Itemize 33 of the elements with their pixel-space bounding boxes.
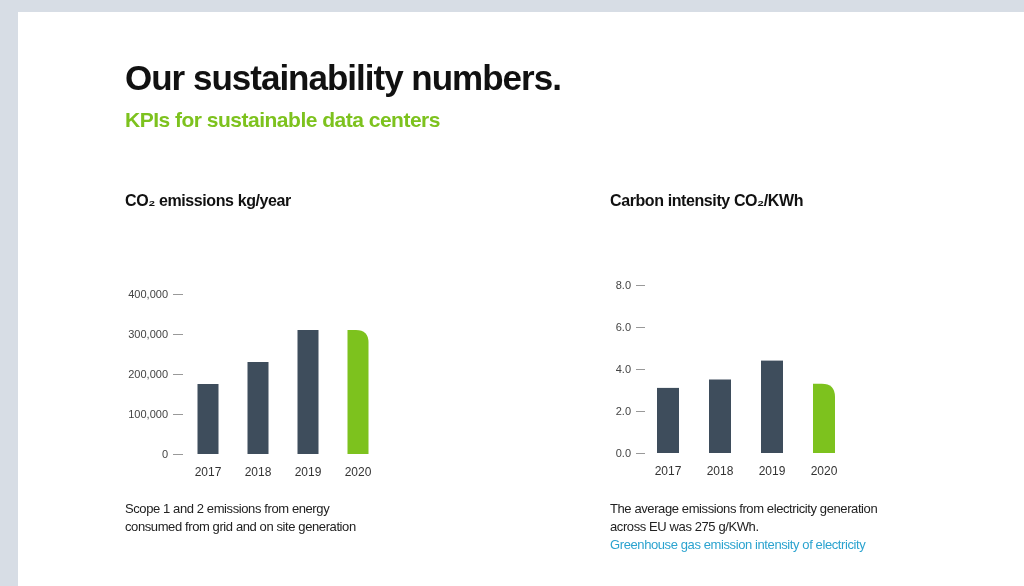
- bar: [347, 330, 369, 454]
- y-tick-label: 200,000: [128, 368, 168, 381]
- y-tick-label: 4.0: [615, 363, 631, 376]
- y-tick-label: 2.0: [615, 405, 631, 418]
- text: KPIs for sustainable data centers: [125, 108, 440, 131]
- x-tick-label: 2020: [810, 464, 838, 478]
- chart-title: CO₂ emissions kg/year: [125, 192, 292, 209]
- text: Scope 1 and 2 emissions from energy consumed from grid and on site generation: [125, 501, 356, 534]
- x-tick-label: 2017: [654, 464, 682, 478]
- y-tick-label: 300,000: [128, 328, 168, 341]
- x-tick-label: 2020: [344, 465, 372, 479]
- bar: [761, 360, 783, 453]
- bar: [709, 379, 731, 453]
- x-tick-label: 2019: [758, 464, 786, 478]
- bar: [657, 387, 679, 453]
- y-tick-label: 100,000: [128, 408, 168, 421]
- bar: [297, 330, 319, 454]
- y-tick-label: 6.0: [615, 321, 631, 334]
- bar: [247, 362, 269, 454]
- bar: [813, 383, 835, 453]
- text: Our sustainability numbers.: [125, 58, 561, 97]
- x-tick-label: 2018: [244, 465, 272, 479]
- chart-title: Carbon intensity CO₂/KWh: [610, 192, 804, 209]
- bar: [197, 384, 219, 454]
- y-tick-label: 400,000: [128, 288, 168, 301]
- x-tick-label: 2017: [194, 465, 222, 479]
- text: The average emissions from electricity generation across EU was 275 g/KWh.: [610, 501, 878, 534]
- y-tick-label: 8.0: [615, 279, 631, 292]
- y-tick-label: 0.0: [615, 447, 631, 460]
- text: Greenhouse gas emission intensity of electricity: [610, 537, 867, 552]
- y-tick-label: 0: [161, 448, 168, 461]
- x-tick-label: 2019: [294, 465, 322, 479]
- x-tick-label: 2018: [706, 464, 734, 478]
